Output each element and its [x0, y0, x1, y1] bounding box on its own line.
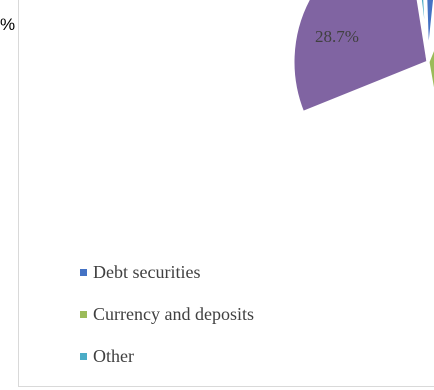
legend-item-other: Other [80, 342, 254, 370]
legend-label-other: Other [93, 346, 134, 367]
cut-off-label: % [0, 15, 15, 34]
slice-label-equity: 28.7% [315, 27, 359, 46]
legend-item-currency-and-deposits: Currency and deposits [80, 300, 254, 328]
legend-swatch-other [80, 353, 87, 360]
pie-slice-equity [293, 0, 428, 113]
legend-label-debt-securities: Debt securities [93, 262, 200, 283]
legend-item-debt-securities: Debt securities [80, 258, 254, 286]
legend-swatch-debt-securities [80, 269, 87, 276]
legend: Debt securities Currency and deposits Ot… [80, 258, 254, 384]
legend-swatch-currency-and-deposits [80, 311, 87, 318]
legend-label-currency-and-deposits: Currency and deposits [93, 304, 254, 325]
